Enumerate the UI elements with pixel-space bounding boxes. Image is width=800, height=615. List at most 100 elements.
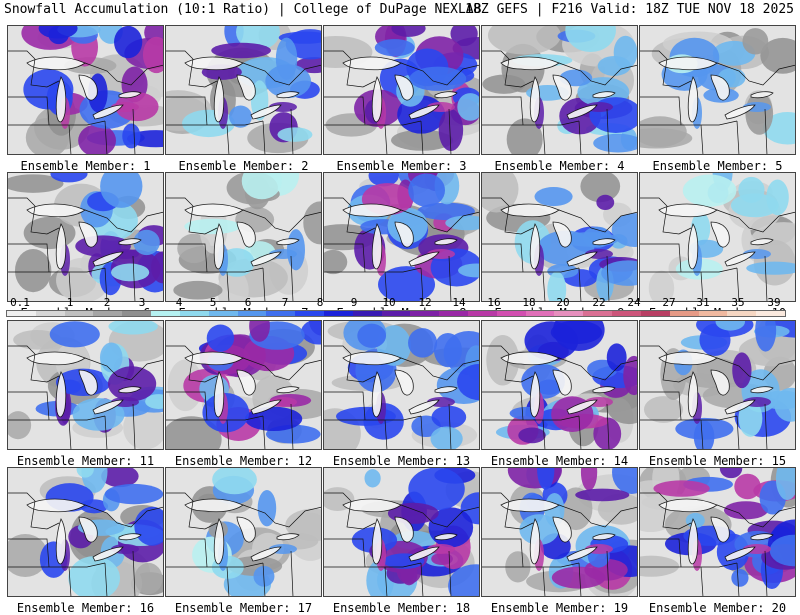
snow-shading — [481, 172, 519, 213]
snowfall-contour — [212, 467, 257, 495]
snow-shading — [639, 128, 693, 149]
state-border — [323, 243, 452, 302]
snowfall-contour — [450, 25, 478, 47]
legend-swatch — [410, 311, 440, 316]
lake-michigan — [55, 518, 67, 565]
country-border — [165, 197, 322, 233]
color-legend: 0.1 1 2 3 4 5 6 7 8 9 10 12 14 16 18 20 22 24 27 31 35 39 — [6, 296, 786, 317]
snowfall-contour — [408, 328, 438, 358]
ensemble-member-label: Ensemble Member: 16 — [16, 601, 155, 615]
lake-michigan — [687, 76, 699, 123]
snowfall-contour — [761, 390, 796, 410]
ensemble-member-panel: Ensemble Member: 11 — [7, 320, 164, 468]
state-border — [7, 538, 136, 597]
snowfall-map — [481, 320, 638, 450]
lake-huron — [78, 369, 98, 396]
snow-shading — [639, 555, 679, 577]
lake-ontario — [434, 91, 458, 99]
lake-erie — [408, 104, 440, 120]
snowfall-map — [639, 172, 796, 302]
lake-ontario — [276, 533, 300, 541]
lake-superior — [184, 203, 244, 218]
legend-swatch — [7, 311, 36, 316]
legend-label: 5 — [209, 296, 217, 309]
snowfall-contour — [438, 109, 464, 152]
snowfall-contour — [596, 194, 615, 211]
country-border — [165, 492, 322, 528]
ensemble-member-label: Ensemble Member: 17 — [174, 601, 313, 615]
legend-label: 9 — [350, 296, 358, 309]
ensemble-member-label: Ensemble Member: 14 — [490, 454, 629, 468]
snowfall-contour — [374, 39, 415, 57]
lake-michigan — [213, 371, 225, 418]
legend-label: 20 — [556, 296, 570, 309]
panel-frame — [7, 467, 164, 597]
lake-huron — [78, 74, 98, 101]
lake-superior — [26, 351, 86, 366]
snowfall-map — [323, 172, 480, 302]
legend-label: 10 — [382, 296, 396, 309]
snow-shading — [506, 118, 543, 155]
legend-swatch — [208, 311, 238, 316]
lake-ontario — [276, 91, 300, 99]
lake-erie — [250, 399, 282, 415]
snowfall-contour — [547, 271, 567, 302]
lake-erie — [408, 546, 440, 562]
state-border — [639, 391, 768, 450]
snowfall-contour — [303, 201, 322, 245]
lake-superior — [342, 351, 402, 366]
snow-shading — [643, 396, 684, 423]
state-border — [481, 391, 610, 450]
snowfall-contour — [229, 105, 252, 128]
snow-shading — [14, 248, 52, 293]
legend-swatch — [525, 311, 555, 316]
legend-label: 6 — [244, 296, 252, 309]
snow-shading — [13, 329, 62, 350]
state-border — [30, 205, 60, 235]
lake-michigan — [529, 76, 541, 123]
legend-label: 0.1 — [10, 296, 30, 309]
lake-superior — [342, 498, 402, 513]
snowfall-map — [165, 467, 322, 597]
ensemble-member-panel: Ensemble Member: 7 — [165, 172, 322, 320]
ensemble-member-label: Ensemble Member: 4 — [494, 159, 625, 173]
snowfall-contour — [99, 342, 123, 373]
lake-ontario — [592, 533, 616, 541]
snowfall-contour — [623, 355, 638, 396]
country-border — [7, 492, 164, 528]
state-border — [346, 205, 376, 235]
panel-frame — [7, 25, 164, 155]
snowfall-contour — [553, 320, 605, 352]
ensemble-member-label: Ensemble Member: 15 — [648, 454, 787, 468]
lake-erie — [724, 104, 756, 120]
snow-shading — [7, 174, 64, 193]
snowfall-contour — [265, 64, 312, 99]
state-border — [481, 538, 610, 597]
snowfall-contour — [580, 467, 598, 491]
panel-frame — [7, 172, 164, 302]
snowfall-map — [7, 172, 164, 302]
legend-swatch — [93, 311, 123, 316]
lake-ontario — [276, 238, 300, 246]
snowfall-contour — [458, 263, 480, 278]
legend-swatch — [583, 311, 613, 316]
country-border — [481, 50, 638, 86]
ensemble-member-panel: Ensemble Member: 17 — [165, 467, 322, 615]
snow-shading — [760, 37, 796, 74]
snowfall-contour — [606, 343, 627, 372]
valid-time: 18Z GEFS | F216 Valid: 18Z TUE NOV 18 20… — [465, 2, 794, 17]
panel-frame — [639, 320, 796, 450]
lake-superior — [184, 56, 244, 71]
lake-ontario — [592, 91, 616, 99]
snowfall-contour — [746, 261, 796, 275]
snow-shading — [486, 335, 520, 386]
snow-shading — [482, 74, 526, 94]
lake-michigan — [687, 371, 699, 418]
snowfall-contour — [145, 394, 164, 409]
lake-erie — [724, 399, 756, 415]
legend-swatch — [122, 311, 152, 316]
country-border — [323, 50, 480, 86]
legend-label: 1 — [66, 296, 74, 309]
legend-swatch — [352, 311, 382, 316]
state-border — [188, 58, 218, 88]
